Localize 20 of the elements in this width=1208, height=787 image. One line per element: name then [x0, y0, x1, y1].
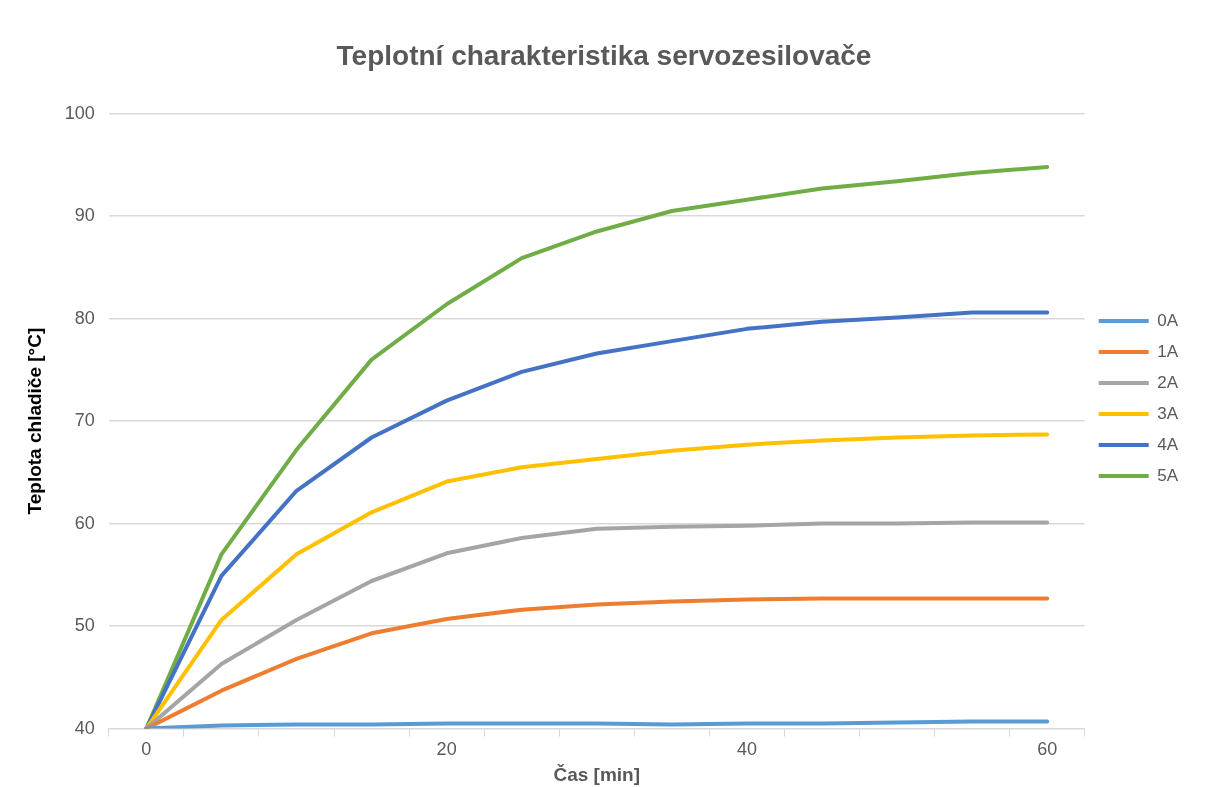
legend-label: 2A: [1157, 372, 1179, 392]
y-tick-label: 40: [74, 717, 95, 738]
legend-label: 3A: [1157, 403, 1179, 423]
x-tick-label: 60: [1037, 739, 1058, 760]
y-tick-label: 60: [74, 512, 95, 533]
chart-title: Teplotní charakteristika servozesilovače: [336, 39, 872, 71]
legend-label: 1A: [1157, 341, 1179, 361]
x-tick-label: 40: [736, 739, 757, 760]
x-tick-label: 0: [141, 739, 152, 760]
y-tick-label: 90: [74, 205, 95, 226]
legend-label: 4A: [1157, 434, 1179, 454]
y-tick-label: 80: [74, 307, 95, 328]
y-tick-label: 50: [74, 615, 95, 636]
x-axis-title: Čas [min]: [553, 763, 641, 785]
legend-label: 5A: [1157, 465, 1179, 485]
legend-label: 0A: [1157, 310, 1179, 330]
y-tick-label: 100: [64, 102, 95, 123]
y-tick-label: 70: [74, 410, 95, 431]
y-axis-title: Teplota chladiče [°C]: [23, 327, 45, 515]
x-tick-label: 20: [436, 739, 457, 760]
